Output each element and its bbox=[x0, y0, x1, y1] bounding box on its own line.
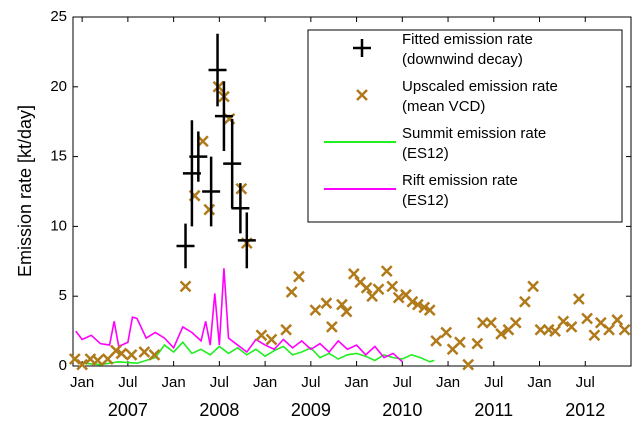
cross-marker bbox=[179, 280, 192, 293]
cross-marker bbox=[549, 325, 561, 337]
legend-label: Rift emission rate (ES12) bbox=[402, 172, 522, 209]
cross-marker bbox=[360, 281, 373, 294]
cross-marker bbox=[347, 267, 360, 280]
plot-frame bbox=[72, 16, 632, 367]
cross-marker bbox=[565, 321, 578, 333]
cross-marker bbox=[325, 321, 338, 333]
legend-label: Upscaled emission rate (mean VCD) bbox=[402, 78, 562, 115]
cross-marker bbox=[380, 265, 393, 277]
legend: Fitted emission rate (downwind decay) Ups… bbox=[307, 29, 623, 223]
legend-label-line: Fitted emission rate bbox=[402, 31, 537, 48]
x-tick-label: Jul bbox=[210, 374, 229, 391]
legend-label-line: (ES12) bbox=[402, 192, 449, 209]
year-label: 2010 bbox=[382, 400, 422, 420]
cross-marker bbox=[280, 323, 293, 336]
cross-marker bbox=[581, 312, 593, 325]
legend-label-line: Rift emission rate bbox=[402, 172, 522, 189]
cross-marker bbox=[340, 305, 353, 318]
cross-marker bbox=[336, 298, 348, 311]
cross-marker bbox=[309, 304, 322, 317]
cross-marker bbox=[485, 316, 497, 329]
cross-marker bbox=[519, 295, 531, 308]
legend-swatch bbox=[353, 39, 371, 57]
legend-label: Summit emission rate (ES12) bbox=[402, 125, 550, 162]
legend-label-line: Upscaled emission rate bbox=[402, 78, 562, 95]
cross-marker bbox=[603, 323, 615, 336]
x-tick-label: Jan bbox=[344, 374, 368, 391]
cross-marker bbox=[148, 348, 161, 361]
cross-marker bbox=[454, 336, 466, 349]
x-tick-label: Jul bbox=[393, 374, 412, 391]
year-label: 2007 bbox=[108, 400, 148, 420]
cross-marker bbox=[386, 280, 399, 293]
cross-marker bbox=[285, 286, 298, 298]
cross-marker bbox=[588, 329, 601, 342]
x-tick-label: Jan bbox=[70, 374, 94, 391]
legend-label-line: Summit emission rate bbox=[402, 125, 550, 142]
y-tick-label: 0 bbox=[59, 357, 67, 374]
y-tick-label: 20 bbox=[50, 78, 67, 95]
cross-marker bbox=[527, 280, 540, 293]
year-label: 2011 bbox=[474, 400, 513, 420]
cross-marker bbox=[320, 297, 333, 310]
x-tick-label: Jan bbox=[253, 374, 277, 391]
cross-marker bbox=[423, 304, 436, 317]
y-tick-label: 15 bbox=[50, 148, 67, 165]
year-label: 2008 bbox=[199, 400, 239, 420]
x-tick-label: Jan bbox=[162, 374, 186, 391]
cross-marker bbox=[411, 298, 424, 311]
cross-marker bbox=[611, 314, 624, 326]
cross-marker bbox=[495, 328, 507, 340]
y-tick-label: 5 bbox=[59, 287, 67, 304]
year-label: 2012 bbox=[565, 400, 605, 420]
series-line bbox=[75, 268, 403, 363]
cross-marker bbox=[372, 283, 385, 296]
x-tick-label: Jan bbox=[436, 374, 460, 391]
x-tick-label: Jul bbox=[301, 374, 320, 391]
cross-marker bbox=[440, 326, 453, 339]
cross-marker bbox=[91, 354, 104, 367]
y-axis-label: Emission rate [kt/day] bbox=[15, 105, 35, 277]
legend-label-line: (ES12) bbox=[402, 145, 449, 162]
year-label: 2009 bbox=[291, 400, 331, 420]
cross-marker bbox=[430, 334, 443, 347]
cross-marker bbox=[618, 323, 631, 336]
series-line bbox=[82, 341, 435, 366]
cross-marker bbox=[255, 329, 268, 342]
x-tick-label: Jul bbox=[484, 374, 503, 391]
cross-marker bbox=[572, 293, 585, 305]
cross-marker bbox=[265, 333, 278, 346]
cross-marker bbox=[557, 315, 570, 328]
cross-marker bbox=[115, 347, 128, 360]
cross-marker bbox=[392, 291, 405, 304]
legend-label: Fitted emission rate (downwind decay) bbox=[402, 31, 537, 68]
legend-label-line: (downwind decay) bbox=[402, 51, 523, 68]
cross-marker bbox=[462, 358, 475, 371]
y-tick-label: 25 bbox=[50, 8, 67, 25]
cross-marker bbox=[76, 358, 89, 371]
x-tick-label: Jan bbox=[527, 374, 551, 391]
cross-marker bbox=[138, 346, 151, 358]
legend-label-line: (mean VCD) bbox=[402, 98, 485, 115]
cross-marker bbox=[125, 348, 138, 361]
cross-marker bbox=[203, 203, 216, 216]
y-tick-label: 10 bbox=[50, 217, 67, 234]
x-tick-label: Jul bbox=[118, 374, 137, 391]
legend-swatch bbox=[356, 89, 368, 101]
cross-marker bbox=[509, 316, 522, 329]
x-tick-label: Jul bbox=[576, 374, 595, 391]
cross-marker bbox=[471, 337, 484, 350]
cross-marker bbox=[293, 270, 305, 283]
